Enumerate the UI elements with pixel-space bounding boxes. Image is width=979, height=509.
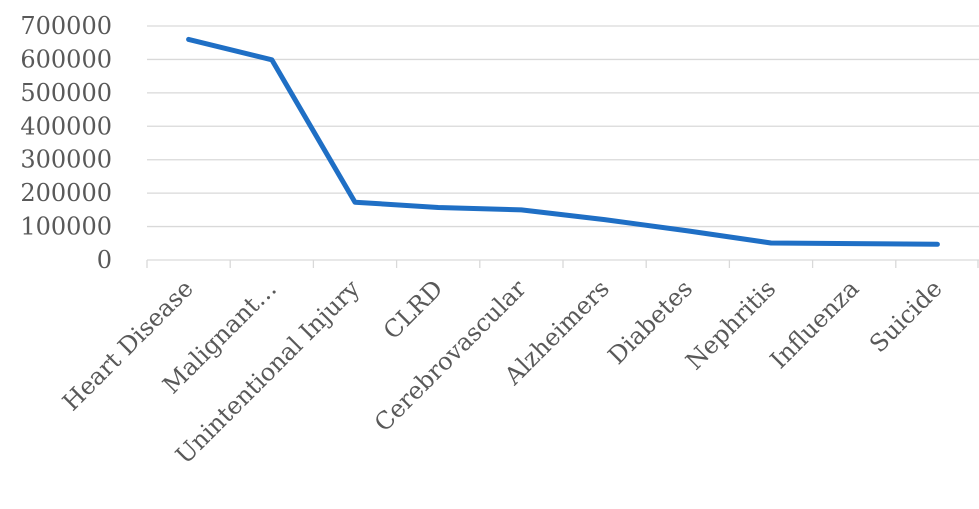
y-tick-label: 500000 bbox=[20, 79, 112, 107]
x-tick-label: Nephritis bbox=[680, 274, 781, 375]
y-tick-label: 700000 bbox=[20, 12, 112, 40]
x-tick-label: Suicide bbox=[864, 274, 948, 358]
y-axis-tick-labels: 0 100000 200000 300000 400000 500000 600000 700… bbox=[20, 12, 112, 274]
x-tick-label: CLRD bbox=[378, 274, 448, 344]
y-tick-label: 0 bbox=[97, 246, 112, 274]
series-line bbox=[186, 36, 940, 247]
y-tick-label: 200000 bbox=[20, 179, 112, 207]
y-tick-label: 100000 bbox=[20, 213, 112, 241]
series-layer bbox=[186, 36, 940, 247]
y-tick-label: 600000 bbox=[20, 45, 112, 73]
x-tick-label: Cerebrovascular bbox=[369, 274, 532, 437]
y-tick-label: 400000 bbox=[20, 112, 112, 140]
x-axis bbox=[146, 259, 979, 268]
gridlines bbox=[147, 25, 979, 228]
y-tick-label: 300000 bbox=[20, 146, 112, 174]
x-tick-label: Influenza bbox=[765, 274, 865, 374]
